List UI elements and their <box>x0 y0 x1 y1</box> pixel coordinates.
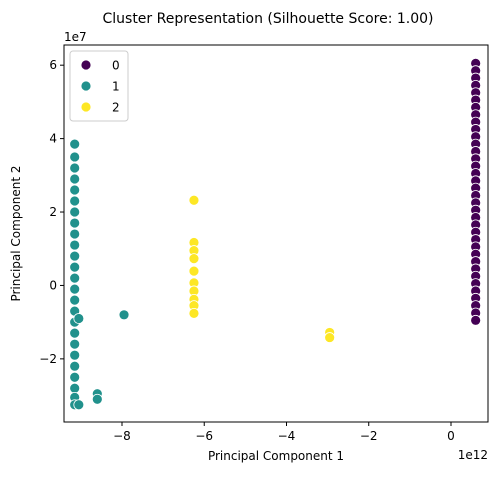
data-point-cluster-1 <box>69 294 81 306</box>
data-point-cluster-1 <box>69 250 81 262</box>
data-point-cluster-1 <box>69 239 81 251</box>
data-point-cluster-1 <box>69 349 81 361</box>
data-point-cluster-1 <box>69 151 81 163</box>
y-tick-label: 2 <box>49 205 57 219</box>
data-point-cluster-2 <box>188 265 200 277</box>
data-point-cluster-1 <box>69 228 81 240</box>
data-point-cluster-1 <box>69 360 81 372</box>
data-point-cluster-1 <box>69 206 81 218</box>
data-point-cluster-2 <box>188 253 200 265</box>
data-point-cluster-1 <box>69 195 81 207</box>
legend-marker-1 <box>80 80 92 92</box>
data-point-cluster-0 <box>470 314 482 326</box>
data-point-cluster-1 <box>73 399 85 411</box>
y-axis-offset-text: 1e7 <box>64 30 87 44</box>
legend-label-2: 2 <box>112 101 120 115</box>
x-tick-label: −8 <box>113 429 131 443</box>
chart-title: Cluster Representation (Silhouette Score… <box>102 11 433 27</box>
y-tick-label: 6 <box>49 58 57 72</box>
data-point-cluster-1 <box>69 327 81 339</box>
legend: 0 1 2 <box>69 50 129 122</box>
y-tick-label: 0 <box>49 278 57 292</box>
data-point-cluster-1 <box>118 309 130 321</box>
x-axis-label: Principal Component 1 <box>208 449 344 463</box>
data-point-cluster-1 <box>69 283 81 295</box>
data-point-cluster-1 <box>69 184 81 196</box>
data-point-cluster-1 <box>69 162 81 174</box>
legend-label-0: 0 <box>112 59 120 73</box>
x-tick-label: −4 <box>278 429 296 443</box>
x-tick-label: −6 <box>195 429 213 443</box>
data-point-cluster-1 <box>69 173 81 185</box>
data-point-cluster-1 <box>69 261 81 273</box>
data-point-cluster-1 <box>69 382 81 394</box>
data-point-cluster-1 <box>69 272 81 284</box>
data-point-cluster-1 <box>91 393 103 405</box>
points-layer <box>69 57 482 411</box>
data-point-cluster-2 <box>324 332 336 343</box>
x-tick-label: 0 <box>447 429 455 443</box>
data-point-cluster-1 <box>69 217 81 229</box>
data-point-cluster-1 <box>69 138 81 150</box>
data-point-cluster-1 <box>73 313 85 324</box>
y-tick-label: −2 <box>39 352 57 366</box>
x-axis-offset-text: 1e12 <box>458 448 488 462</box>
data-point-cluster-2 <box>188 194 200 206</box>
legend-label-1: 1 <box>112 80 120 94</box>
x-axis-ticks: −8 −6 −4 −2 0 <box>113 422 455 443</box>
y-axis-label: Principal Component 2 <box>9 165 23 301</box>
plot-frame <box>63 44 489 423</box>
data-point-cluster-2 <box>188 307 200 319</box>
data-point-cluster-1 <box>69 371 81 383</box>
legend-marker-2 <box>80 101 92 113</box>
y-tick-label: 4 <box>49 132 57 146</box>
legend-marker-0 <box>80 59 92 71</box>
data-point-cluster-1 <box>69 338 81 350</box>
y-axis-ticks: −2 0 2 4 6 <box>39 58 64 366</box>
x-tick-label: −2 <box>360 429 378 443</box>
